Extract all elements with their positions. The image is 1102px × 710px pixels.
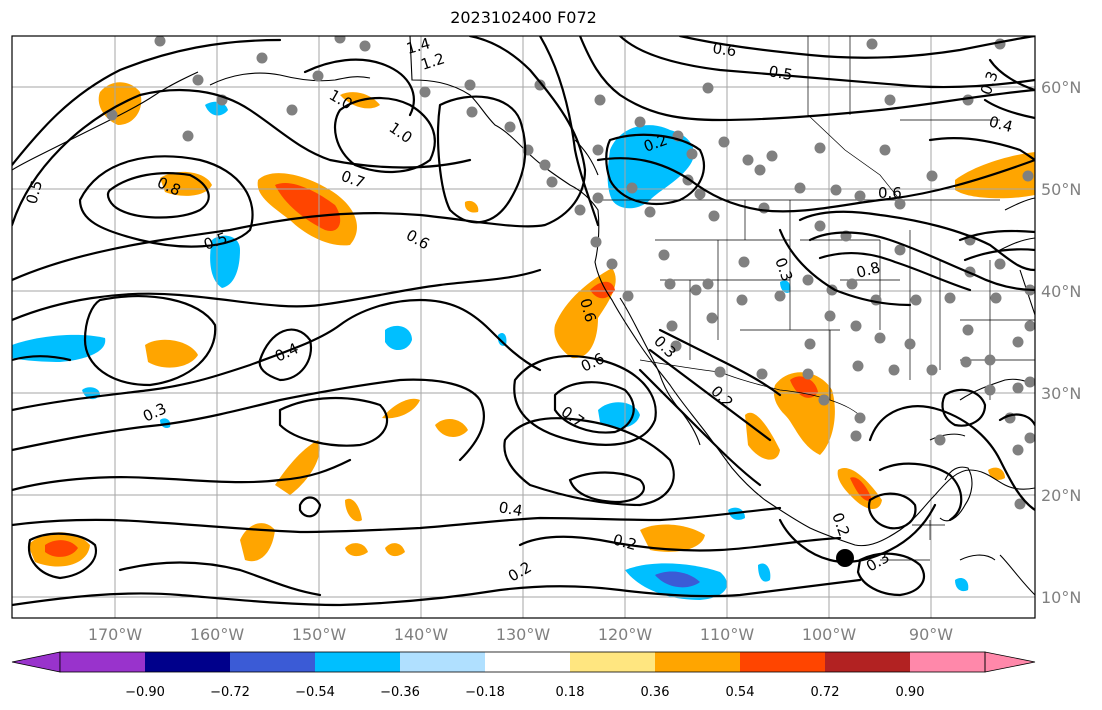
lat-label: 20°N <box>1041 486 1081 505</box>
colorbar-segment <box>655 652 740 672</box>
graticule <box>12 36 1035 618</box>
colorbar-segment <box>315 652 400 672</box>
map-title: 2023102400 F072 <box>450 8 597 27</box>
colorbar-labels: −0.90 −0.72 −0.54 −0.36 −0.18 0.18 0.36 … <box>125 685 924 700</box>
colorbar-segment <box>230 652 315 672</box>
lat-label: 10°N <box>1041 588 1081 607</box>
lon-label: 90°W <box>909 625 953 644</box>
contour-label: 0.4 <box>497 498 524 520</box>
colorbar-segment <box>570 652 655 672</box>
colorbar-outline <box>59 651 986 673</box>
latitude-labels: 10°N 20°N 30°N 40°N 50°N 60°N <box>1041 78 1081 607</box>
colorbar-segment <box>910 652 985 672</box>
lon-label: 110°W <box>700 625 755 644</box>
colorbar-segment <box>485 652 570 672</box>
contour-label: 0.5 <box>767 62 794 84</box>
contour-label: 0.5 <box>22 178 46 206</box>
lon-label: 100°W <box>802 625 857 644</box>
location-marker <box>836 549 854 567</box>
colorbar-tick: 0.54 <box>726 685 755 700</box>
lon-label: 170°W <box>88 625 143 644</box>
colorbar-tick: −0.90 <box>125 685 165 700</box>
colorbar-segment <box>60 652 145 672</box>
lon-label: 120°W <box>598 625 653 644</box>
station-markers <box>106 36 1035 510</box>
colorbar-tick: −0.54 <box>295 685 335 700</box>
contour-label: 0.6 <box>878 184 902 202</box>
lat-label: 40°N <box>1041 282 1081 301</box>
map-frame <box>11 35 1036 619</box>
contour-label: 0.6 <box>576 296 600 324</box>
colorbar <box>11 651 1036 673</box>
colorbar-tick: −0.72 <box>210 685 250 700</box>
contour-lines <box>12 36 1035 607</box>
colorbar-tick: 0.36 <box>641 685 670 700</box>
positive-anomaly-shading <box>28 82 1035 567</box>
colorbar-extend-high <box>984 651 1036 673</box>
colorbar-segment <box>400 652 485 672</box>
contour-label: 0.2 <box>611 530 639 554</box>
colorbar-tick: 0.90 <box>896 685 925 700</box>
colorbar-segment <box>740 652 825 672</box>
colorbar-tick: −0.18 <box>465 685 505 700</box>
lat-label: 30°N <box>1041 384 1081 403</box>
lat-label: 50°N <box>1041 180 1081 199</box>
colorbar-tick: −0.36 <box>380 685 420 700</box>
contour-label: 1.4 <box>404 34 432 58</box>
colorbar-tick: 0.72 <box>811 685 840 700</box>
colorbar-segment <box>145 652 230 672</box>
contour-label: 0.8 <box>854 258 882 282</box>
lon-label: 140°W <box>394 625 449 644</box>
lon-label: 150°W <box>292 625 347 644</box>
contour-label: 0.6 <box>711 39 737 60</box>
colorbar-extend-low <box>11 651 61 673</box>
longitude-labels: 170°W 160°W 150°W 140°W 130°W 120°W 110°… <box>88 625 953 644</box>
lon-label: 130°W <box>496 625 551 644</box>
colorbar-segment <box>825 652 910 672</box>
lon-label: 160°W <box>190 625 245 644</box>
colorbar-tick: 0.18 <box>556 685 585 700</box>
lat-label: 60°N <box>1041 78 1081 97</box>
contour-label: 0.4 <box>987 112 1015 136</box>
